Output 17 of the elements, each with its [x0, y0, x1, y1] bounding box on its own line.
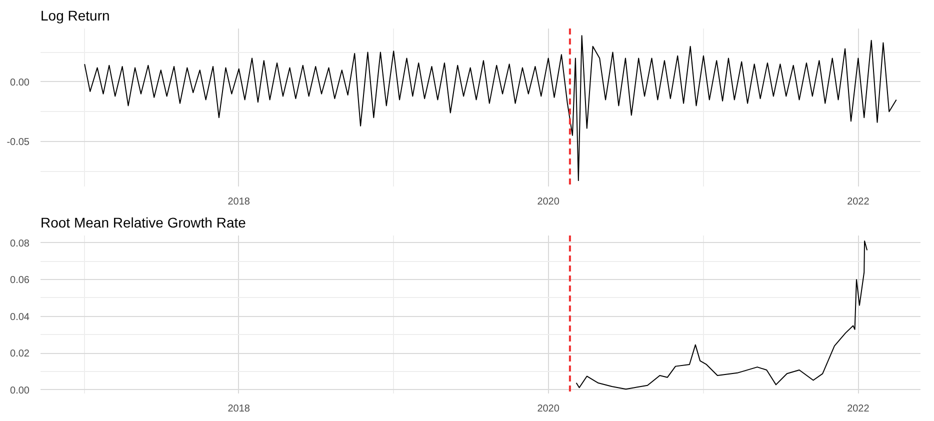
x-tick-label: 2022: [847, 404, 870, 414]
line-series: [84, 35, 897, 182]
x-tick-label: 2020: [537, 196, 560, 208]
y-tick-label: 0.00: [10, 385, 30, 396]
x-tick-label: 2022: [847, 196, 870, 208]
chart-title: Log Return: [40, 8, 110, 24]
y-tick-label: -0.05: [6, 136, 30, 148]
x-tick-label: 2018: [228, 196, 250, 208]
chart-title: Root Mean Relative Growth Rate: [40, 214, 246, 230]
y-tick-label: 0.08: [10, 238, 30, 250]
y-tick-label: 0.04: [10, 312, 30, 323]
x-tick-label: 2020: [537, 404, 560, 414]
line-series: [576, 240, 868, 390]
y-tick-label: 0.02: [10, 348, 30, 360]
y-tick-label: 0.00: [10, 77, 30, 88]
y-tick-label: 0.06: [10, 275, 30, 286]
x-tick-label: 2018: [228, 404, 250, 414]
